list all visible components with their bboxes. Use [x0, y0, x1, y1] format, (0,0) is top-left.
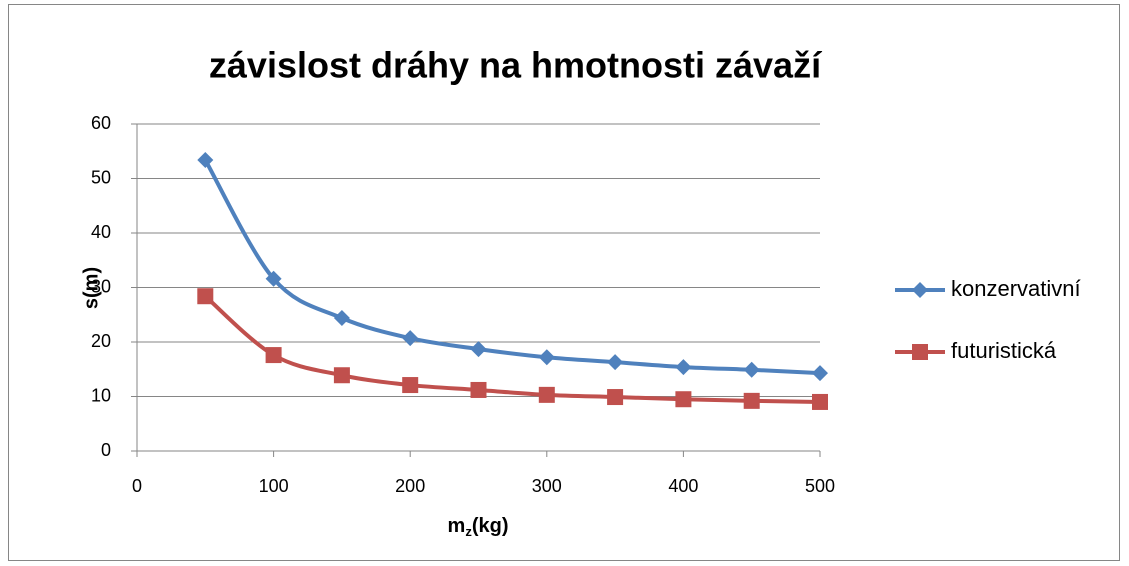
- x-tick-label: 0: [132, 476, 142, 496]
- legend-label: futuristická: [951, 338, 1057, 363]
- data-point: [197, 151, 214, 168]
- y-tick-label: 30: [91, 276, 111, 296]
- data-point: [812, 365, 828, 382]
- y-tick-label: 40: [91, 222, 111, 242]
- legend-marker: [912, 282, 928, 298]
- data-point: [470, 381, 487, 398]
- legend-marker: [912, 344, 928, 360]
- chart-frame: [8, 4, 1120, 561]
- data-point: [743, 392, 760, 409]
- data-point: [675, 391, 692, 408]
- data-point: [538, 349, 555, 366]
- x-tick-label: 500: [805, 476, 835, 496]
- data-point: [333, 367, 350, 384]
- y-axis-label: s(m): [80, 267, 102, 309]
- data-point: [470, 341, 487, 358]
- data-point: [607, 389, 624, 406]
- series-line: [203, 294, 821, 404]
- data-point: [743, 361, 760, 378]
- x-tick-label: 300: [532, 476, 562, 496]
- chart-title: závislost dráhy na hmotnosti závaží: [209, 45, 822, 86]
- data-point: [675, 359, 692, 376]
- x-tick-label: 100: [259, 476, 289, 496]
- data-point: [812, 393, 828, 410]
- data-point: [265, 270, 282, 287]
- data-point: [333, 310, 350, 327]
- x-tick-label: 200: [395, 476, 425, 496]
- data-point: [402, 377, 419, 394]
- y-tick-label: 10: [91, 385, 111, 405]
- data-point: [265, 347, 282, 364]
- series-line: [203, 158, 821, 376]
- y-tick-label: 0: [101, 440, 111, 460]
- y-tick-label: 50: [91, 167, 111, 187]
- data-point: [402, 330, 419, 347]
- x-label-part: m: [448, 515, 466, 537]
- data-point: [197, 288, 214, 305]
- y-tick-label: 20: [91, 331, 111, 351]
- x-tick-label: 400: [668, 476, 698, 496]
- y-tick-label: 60: [91, 113, 111, 133]
- x-axis-label: mz(kg): [448, 515, 509, 539]
- data-point: [607, 354, 624, 371]
- data-point: [538, 386, 555, 403]
- legend-label: konzervativní: [951, 276, 1081, 301]
- x-label-subscript: z: [465, 524, 472, 539]
- x-label-part: (kg): [472, 515, 509, 537]
